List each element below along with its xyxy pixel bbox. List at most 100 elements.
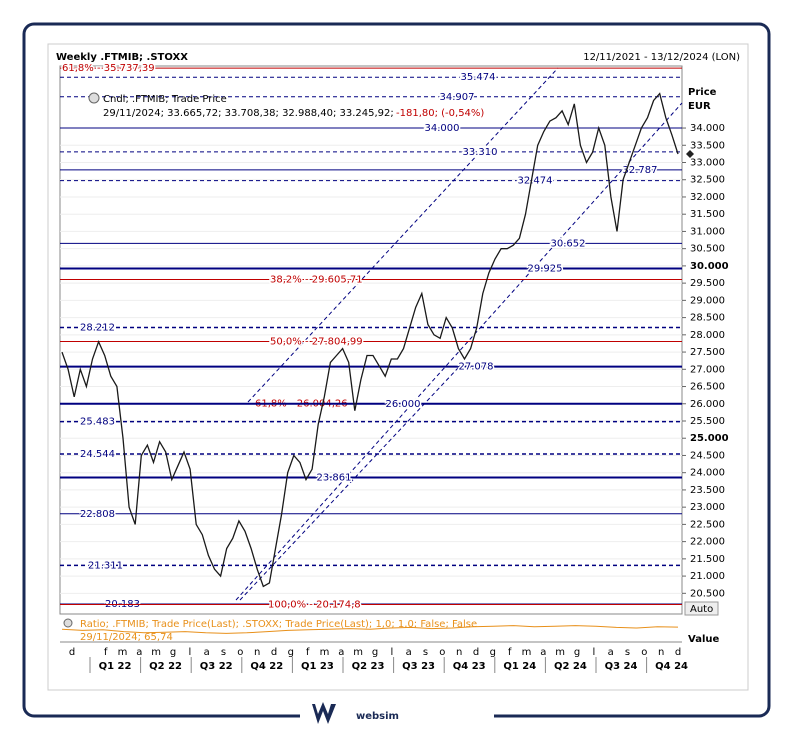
y-tick-label: 28.500 <box>690 313 725 324</box>
y-tick-label: 31.000 <box>690 226 725 237</box>
quarter-label: Q4 23 <box>453 661 486 672</box>
quarter-label: Q3 24 <box>605 661 638 672</box>
x-tick-label: s <box>423 647 428 658</box>
channel-line <box>235 102 683 601</box>
y-tick-label: 24.000 <box>690 468 725 479</box>
x-tick-label: m <box>522 647 532 658</box>
brand-logo <box>312 702 336 724</box>
y-tick-label: 26.000 <box>690 399 725 410</box>
y-tick-label: 22.000 <box>690 537 725 548</box>
legend-change: -181,80; (-0,54%) <box>396 108 484 119</box>
level-label: 21.311 <box>88 560 123 571</box>
x-tick-label: a <box>136 647 142 658</box>
x-tick-label: g <box>170 647 176 658</box>
x-tick-label: m <box>151 647 161 658</box>
x-tick-label: o <box>641 647 647 658</box>
x-tick-label: l <box>390 647 393 658</box>
x-tick-label: n <box>254 647 260 658</box>
x-tick-label: s <box>221 647 226 658</box>
level-label: 24.544 <box>80 449 115 460</box>
y-tick-label: 30.500 <box>690 244 725 255</box>
level-label: 25.483 <box>80 417 115 428</box>
last-price-marker <box>686 150 694 159</box>
level-label: 34.000 <box>425 123 460 134</box>
level-label: 22.808 <box>80 509 115 520</box>
x-tick-label: g <box>288 647 294 658</box>
level-label: 34.907 <box>440 92 475 103</box>
chart-title: Weekly .FTMIB; .STOXX <box>56 52 188 63</box>
level-label: 32.474 <box>518 176 553 187</box>
x-tick-label: m <box>320 647 330 658</box>
level-label: 29.925 <box>528 263 563 274</box>
level-label: 100,0% - 20.174,8 <box>268 600 361 611</box>
quarter-label: Q3 22 <box>200 661 233 672</box>
ratio-line <box>61 625 679 634</box>
axis-unit: EUR <box>688 101 711 112</box>
y-tick-label: 28.000 <box>690 330 725 341</box>
x-tick-label: a <box>540 647 546 658</box>
y-tick-label: 23.000 <box>690 502 725 513</box>
x-tick-label: d <box>473 647 479 658</box>
x-tick-label: g <box>490 647 496 658</box>
channel-line <box>247 67 559 403</box>
level-label: 38,2% - 29.605,71 <box>270 274 363 285</box>
x-tick-label: f <box>508 647 512 658</box>
level-label: 61,8% - 35.737,39 <box>62 63 155 74</box>
legend-values: 29/11/2024; 33.665,72; 33.708,38; 32.988… <box>103 108 394 119</box>
y-tick-label: 21.000 <box>690 571 725 582</box>
auto-button[interactable] <box>684 601 719 616</box>
y-tick-label: 20.500 <box>690 588 725 599</box>
y-tick-label: 25.500 <box>690 416 725 427</box>
y-tick-label: 32.000 <box>690 192 725 203</box>
x-tick-label: m <box>353 647 363 658</box>
legend-series: Cndl; .FTMIB; Trade Price <box>103 94 227 105</box>
y-tick-label: 33.000 <box>690 158 725 169</box>
x-tick-label: s <box>625 647 630 658</box>
y-tick-label: 33.500 <box>690 140 725 151</box>
quarter-label: Q4 22 <box>250 661 283 672</box>
x-tick-label: o <box>439 647 445 658</box>
y-tick-label: 25.000 <box>690 433 729 444</box>
level-label: 28.212 <box>80 323 115 334</box>
x-tick-label: a <box>204 647 210 658</box>
legend-icon <box>63 618 73 628</box>
y-tick-label: 23.500 <box>690 485 725 496</box>
x-tick-label: a <box>608 647 614 658</box>
y-tick-label: 29.500 <box>690 278 725 289</box>
x-tick-label: g <box>372 647 378 658</box>
x-tick-label: m <box>118 647 128 658</box>
quarter-label: Q1 22 <box>99 661 132 672</box>
y-tick-label: 32.500 <box>690 175 725 186</box>
level-label: 26.000 <box>386 399 421 410</box>
level-label: 32.787 <box>623 165 658 176</box>
x-tick-label: l <box>592 647 595 658</box>
y-tick-label: 27.500 <box>690 347 725 358</box>
level-label: 27.078 <box>459 362 494 373</box>
x-tick-label: a <box>406 647 412 658</box>
x-tick-label: f <box>306 647 310 658</box>
quarter-label: Q2 23 <box>352 661 385 672</box>
date-range: 12/11/2021 - 13/12/2024 (LON) <box>583 52 740 63</box>
y-tick-label: 31.500 <box>690 209 725 220</box>
level-label: 50,0% - 27.804,99 <box>270 337 363 348</box>
level-label: 30.652 <box>551 238 586 249</box>
quarter-label: Q1 23 <box>301 661 334 672</box>
quarter-label: Q4 24 <box>655 661 688 672</box>
quarter-label: Q1 24 <box>503 661 536 672</box>
y-tick-label: 34.000 <box>690 123 725 134</box>
x-tick-label: d <box>675 647 681 658</box>
level-label: 23.861 <box>317 472 352 483</box>
x-tick-label: l <box>188 647 191 658</box>
y-tick-label: 27.000 <box>690 364 725 375</box>
y-tick-label: 26.500 <box>690 382 725 393</box>
y-tick-label: 30.000 <box>690 261 729 272</box>
quarter-label: Q3 23 <box>402 661 435 672</box>
auto-label[interactable]: Auto <box>690 604 713 615</box>
x-tick-label: o <box>237 647 243 658</box>
quarter-label: Q2 22 <box>149 661 182 672</box>
x-tick-label: n <box>658 647 664 658</box>
quarter-label: Q2 24 <box>554 661 587 672</box>
x-tick-label: a <box>338 647 344 658</box>
price-line <box>61 92 679 588</box>
